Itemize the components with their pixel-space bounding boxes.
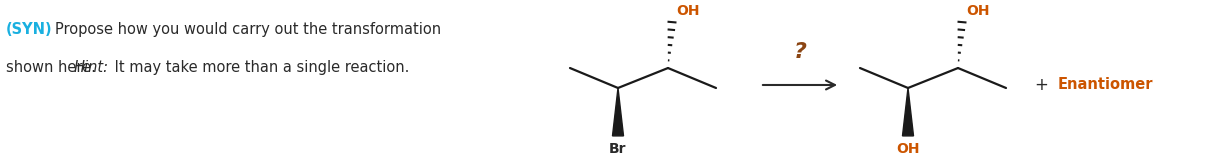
- Text: OH: OH: [676, 4, 699, 18]
- Text: (SYN): (SYN): [6, 22, 53, 37]
- Text: ?: ?: [794, 42, 806, 62]
- Text: +: +: [1034, 76, 1048, 94]
- Text: Hint:: Hint:: [74, 60, 109, 75]
- Text: Enantiomer: Enantiomer: [1058, 77, 1154, 92]
- Text: shown here.: shown here.: [6, 60, 101, 75]
- Text: Propose how you would carry out the transformation: Propose how you would carry out the tran…: [55, 22, 441, 37]
- Text: Br: Br: [610, 142, 627, 156]
- Text: It may take more than a single reaction.: It may take more than a single reaction.: [111, 60, 409, 75]
- Text: OH: OH: [896, 142, 919, 156]
- Polygon shape: [612, 88, 623, 136]
- Text: OH: OH: [966, 4, 989, 18]
- Polygon shape: [902, 88, 913, 136]
